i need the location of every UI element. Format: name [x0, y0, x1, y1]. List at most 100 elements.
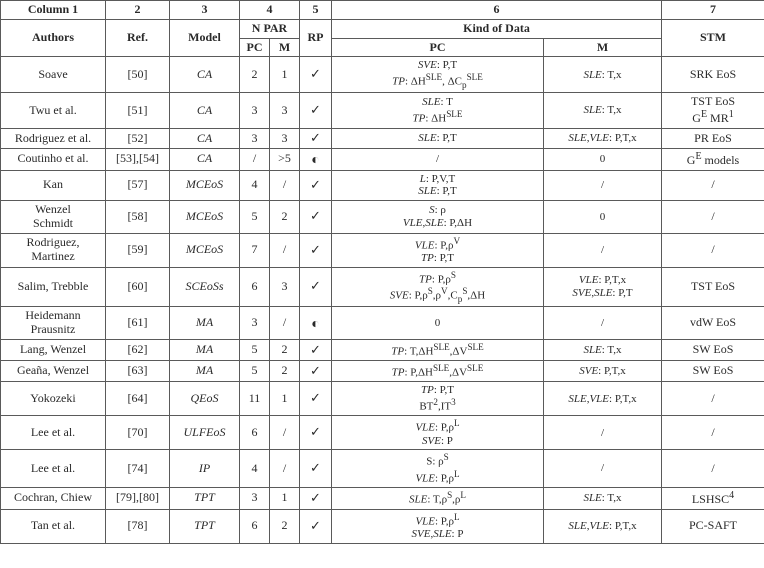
cell-npar-pc: 3	[240, 487, 270, 509]
cell-stm: /	[662, 416, 764, 450]
cell-npar-m: 2	[270, 509, 300, 543]
cell-model: MCEoS	[170, 233, 240, 267]
cell-stm: TST EoS	[662, 267, 764, 307]
table-row: WenzelSchmidt[58]MCEoS52✓S: ρVLE,SLE: P,…	[1, 201, 764, 234]
cell-kind-m: SVE: P,T,x	[544, 361, 662, 382]
col-header-7: 7	[662, 1, 764, 20]
cell-ref: [64]	[106, 382, 170, 416]
cell-model: CA	[170, 57, 240, 93]
cell-stm: PC-SAFT	[662, 509, 764, 543]
header-authors: Authors	[1, 19, 106, 57]
header-npar-m: M	[270, 38, 300, 57]
cell-npar-pc: 5	[240, 339, 270, 360]
cell-model: MCEoS	[170, 170, 240, 200]
cell-authors: HeidemannPrausnitz	[1, 307, 106, 340]
table-row: Lang, Wenzel[62]MA52✓TP: T,ΔHSLE,ΔVSLESL…	[1, 339, 764, 360]
cell-kind-m: VLE: P,T,xSVE,SLE: P,T	[544, 267, 662, 307]
cell-authors: Rodriguez,Martinez	[1, 233, 106, 267]
cell-ref: [62]	[106, 339, 170, 360]
table-row: Geaña, Wenzel[63]MA52✓TP: P,ΔHSLE,ΔVSLES…	[1, 361, 764, 382]
cell-npar-m: 1	[270, 487, 300, 509]
cell-stm: /	[662, 201, 764, 234]
cell-rp: ✓	[300, 382, 332, 416]
table-row: Lee et al.[70]ULFEoS6/✓VLE: P,ρLSVE: P//	[1, 416, 764, 450]
header-rp: RP	[300, 19, 332, 57]
cell-stm: PR EoS	[662, 129, 764, 149]
header-stm: STM	[662, 19, 764, 57]
cell-authors: WenzelSchmidt	[1, 201, 106, 234]
cell-model: CA	[170, 148, 240, 170]
cell-npar-m: /	[270, 170, 300, 200]
cell-kind-pc: VLE: P,ρLSVE,SLE: P	[332, 509, 544, 543]
cell-rp: ✓	[300, 339, 332, 360]
col-header-2: 2	[106, 1, 170, 20]
cell-npar-pc: 6	[240, 509, 270, 543]
col-header-1: Column 1	[1, 1, 106, 20]
cell-model: CA	[170, 129, 240, 149]
cell-npar-pc: 4	[240, 450, 270, 488]
table-row: Coutinho et al.[53],[54]CA/>5◐/0GE model…	[1, 148, 764, 170]
cell-kind-m: SLE,VLE: P,T,x	[544, 509, 662, 543]
table-row: Yokozeki[64]QEoS111✓TP: P,TBT2,IT3SLE,VL…	[1, 382, 764, 416]
cell-kind-pc: 0	[332, 307, 544, 340]
cell-kind-pc: SLE: T,ρS,ρL	[332, 487, 544, 509]
header-npar: N PAR	[240, 19, 300, 38]
cell-kind-m: /	[544, 307, 662, 340]
cell-npar-pc: 7	[240, 233, 270, 267]
cell-kind-pc: S: ρVLE,SLE: P,ΔH	[332, 201, 544, 234]
cell-ref: [57]	[106, 170, 170, 200]
cell-kind-pc: SLE: P,T	[332, 129, 544, 149]
table-row: Salim, Trebble[60]SCEoSs63✓TP: P,ρSSVE: …	[1, 267, 764, 307]
cell-model: SCEoSs	[170, 267, 240, 307]
cell-authors: Soave	[1, 57, 106, 93]
cell-model: IP	[170, 450, 240, 488]
col-header-6: 6	[332, 1, 662, 20]
header-kind: Kind of Data	[332, 19, 662, 38]
cell-authors: Rodriguez et al.	[1, 129, 106, 149]
cell-model: MA	[170, 339, 240, 360]
cell-npar-m: /	[270, 416, 300, 450]
table-row: Twu et al.[51]CA33✓SLE: TTP: ΔHSLESLE: T…	[1, 93, 764, 129]
cell-rp: ✓	[300, 487, 332, 509]
cell-ref: [50]	[106, 57, 170, 93]
cell-kind-m: SLE: T,x	[544, 57, 662, 93]
cell-npar-m: 3	[270, 93, 300, 129]
cell-kind-pc: VLE: P,ρLSVE: P	[332, 416, 544, 450]
cell-npar-pc: 3	[240, 307, 270, 340]
cell-npar-m: 2	[270, 339, 300, 360]
cell-stm: /	[662, 233, 764, 267]
cell-model: TPT	[170, 509, 240, 543]
cell-kind-m: /	[544, 416, 662, 450]
cell-npar-pc: 3	[240, 129, 270, 149]
cell-npar-pc: 6	[240, 416, 270, 450]
cell-stm: LSHSC4	[662, 487, 764, 509]
table-row: Cochran, Chiew[79],[80]TPT31✓SLE: T,ρS,ρ…	[1, 487, 764, 509]
cell-kind-pc: TP: P,ΔHSLE,ΔVSLE	[332, 361, 544, 382]
cell-authors: Tan et al.	[1, 509, 106, 543]
cell-kind-m: SLE,VLE: P,T,x	[544, 382, 662, 416]
cell-authors: Yokozeki	[1, 382, 106, 416]
data-table: Column 1 2 3 4 5 6 7 Authors Ref. Model …	[0, 0, 764, 544]
cell-rp: ◐	[300, 307, 332, 340]
cell-kind-m: 0	[544, 148, 662, 170]
header-ref: Ref.	[106, 19, 170, 57]
cell-stm: GE models	[662, 148, 764, 170]
cell-npar-m: 3	[270, 129, 300, 149]
table-row: Lee et al.[74]IP4/✓S: ρSVLE: P,ρL//	[1, 450, 764, 488]
cell-stm: TST EoSGE MR1	[662, 93, 764, 129]
cell-npar-m: 1	[270, 382, 300, 416]
cell-rp: ✓	[300, 170, 332, 200]
cell-npar-pc: /	[240, 148, 270, 170]
cell-stm: /	[662, 170, 764, 200]
cell-kind-pc: L: P,V,TSLE: P,T	[332, 170, 544, 200]
col-header-5: 5	[300, 1, 332, 20]
cell-stm: SRK EoS	[662, 57, 764, 93]
cell-ref: [51]	[106, 93, 170, 129]
cell-npar-pc: 11	[240, 382, 270, 416]
cell-ref: [52]	[106, 129, 170, 149]
cell-npar-pc: 6	[240, 267, 270, 307]
cell-authors: Kan	[1, 170, 106, 200]
cell-kind-m: /	[544, 450, 662, 488]
cell-kind-m: 0	[544, 201, 662, 234]
cell-stm: /	[662, 382, 764, 416]
